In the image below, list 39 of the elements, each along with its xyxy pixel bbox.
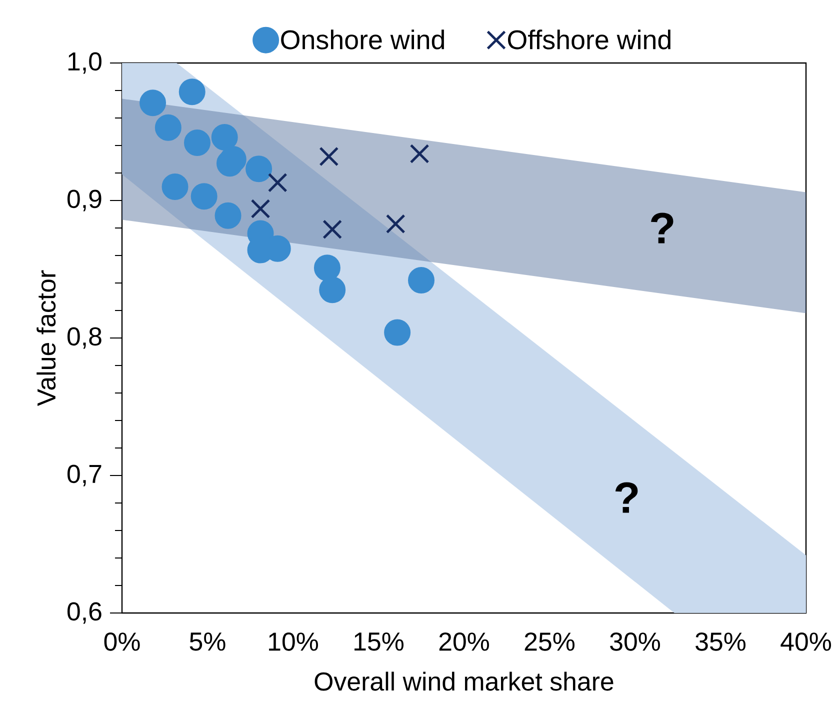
point (268, 172, 288, 192)
y-tick-label: 0,6 (67, 602, 102, 624)
point (410, 144, 430, 164)
point (314, 254, 340, 282)
legend-label: Onshore wind (281, 30, 444, 50)
y-tick-label: 0,8 (67, 327, 102, 349)
annotation: ? (615, 482, 638, 513)
legend-label: Offshore wind (508, 30, 670, 50)
x-tick-label: 0% (104, 632, 140, 651)
x-tick-label: 30% (610, 632, 660, 651)
x-tick-label: 10% (269, 632, 318, 651)
point (184, 130, 210, 156)
point (250, 199, 270, 218)
point (190, 183, 218, 210)
x-tick-label: 40% (780, 632, 831, 651)
point (322, 220, 342, 240)
point (408, 267, 434, 294)
x-tick-label: 25% (524, 632, 574, 651)
y-axis-title: Value factor (36, 270, 56, 406)
y-tick-label: 1,0 (68, 52, 102, 74)
point (162, 174, 188, 200)
x-tick-label: 35% (696, 632, 746, 651)
point (384, 319, 411, 346)
y-tick-label: 0,7 (67, 464, 102, 486)
point (211, 124, 238, 150)
point (246, 156, 272, 182)
x-tick-label: 20% (439, 632, 489, 651)
annotation: ? (650, 212, 674, 244)
x-axis-title: Overall wind market share (314, 672, 614, 691)
point (386, 214, 406, 234)
point (214, 202, 242, 229)
point (178, 78, 206, 106)
y-tick-label: 0,9 (67, 190, 102, 212)
point (319, 146, 339, 166)
point (154, 114, 182, 141)
point (319, 276, 346, 304)
x-tick-label: 15% (354, 632, 404, 651)
point (140, 90, 166, 116)
x-tick-label: 5% (190, 632, 226, 651)
